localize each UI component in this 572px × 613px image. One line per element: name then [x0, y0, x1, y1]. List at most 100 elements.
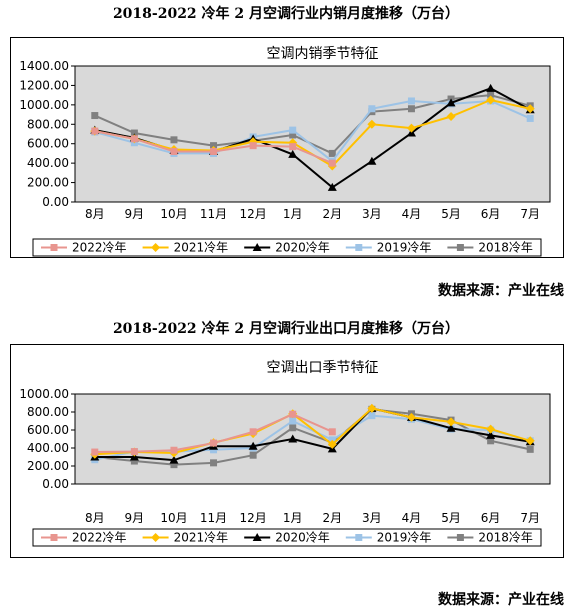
series-2022冷年: [91, 410, 336, 456]
x-tick-label: 8月: [85, 207, 105, 221]
x-tick-label: 2月: [322, 511, 342, 525]
legend-marker: [456, 534, 464, 541]
y-tick-label: 0.00: [42, 477, 69, 491]
y-tick-label: 1400.00: [19, 59, 69, 73]
data-point: [368, 105, 376, 113]
y-tick-label: 400.00: [27, 441, 69, 455]
x-tick-label: 7月: [520, 207, 540, 221]
data-point: [406, 123, 416, 133]
chart-title-domestic: 2018-2022 冷年 2 月空调行业内销月度推移（万台）: [112, 6, 460, 22]
data-point: [446, 112, 456, 122]
legend-marker: [151, 533, 161, 542]
data-point: [327, 182, 337, 191]
series-line: [94, 407, 531, 462]
legend-label: 2021冷年: [174, 241, 229, 255]
series-line: [94, 407, 531, 456]
data-point: [289, 417, 297, 425]
x-tick-label: 2月: [322, 207, 342, 221]
x-tick-label: 1月: [283, 511, 303, 525]
data-point: [328, 436, 336, 444]
data-point: [210, 147, 218, 155]
x-tick-label: 6月: [481, 207, 501, 221]
data-point: [446, 417, 456, 427]
data-point: [289, 131, 297, 139]
data-point: [526, 114, 534, 122]
data-point: [446, 423, 456, 432]
data-point: [406, 412, 416, 422]
x-tick-label: 9月: [125, 511, 145, 525]
legend-label: 2022冷年: [72, 241, 127, 255]
plot-area: [74, 393, 551, 485]
legend-label: 2020冷年: [275, 531, 330, 545]
x-tick-label: 9月: [125, 207, 145, 221]
x-tick-label: 12月: [239, 207, 266, 221]
series-2022冷年: [91, 127, 336, 167]
data-point: [288, 434, 298, 443]
legend-marker: [50, 244, 58, 251]
x-tick-label: 11月: [200, 207, 227, 221]
data-point: [526, 445, 534, 453]
data-point: [328, 159, 336, 167]
y-tick-label: 800.00: [27, 405, 69, 419]
data-point: [486, 430, 496, 439]
data-point: [249, 142, 257, 150]
data-point: [210, 446, 218, 454]
data-point: [367, 403, 377, 413]
legend-marker: [151, 243, 161, 252]
data-point: [169, 455, 179, 464]
data-point: [249, 428, 257, 436]
x-tick-label: 11月: [200, 511, 227, 525]
data-point: [289, 143, 297, 151]
x-tick-label: 1月: [283, 207, 303, 221]
chart-title: 空调内销季节特征: [267, 46, 379, 62]
data-point: [210, 142, 218, 150]
legend: [32, 528, 542, 547]
y-tick-label: 400.00: [27, 156, 69, 170]
legend-label: 2021冷年: [174, 531, 229, 545]
data-point: [289, 410, 297, 418]
legend-marker: [252, 243, 262, 251]
x-tick-label: 12月: [239, 511, 266, 525]
y-tick-label: 200.00: [27, 176, 69, 190]
data-point: [486, 83, 496, 92]
data-point: [367, 119, 377, 129]
data-point: [446, 98, 456, 107]
data-point: [170, 147, 178, 155]
data-point: [91, 448, 99, 456]
legend-label: 2022冷年: [72, 531, 127, 545]
data-point: [170, 461, 178, 469]
x-tick-label: 10月: [160, 511, 187, 525]
x-tick-label: 7月: [520, 511, 540, 525]
data-point: [486, 95, 496, 105]
y-tick-label: 600.00: [27, 137, 69, 151]
data-point: [289, 424, 297, 432]
y-tick-label: 1000.00: [19, 98, 69, 112]
data-point: [130, 457, 138, 465]
data-point: [288, 149, 298, 158]
data-point: [210, 459, 218, 467]
data-point: [525, 436, 535, 446]
data-point: [487, 91, 495, 99]
legend-marker: [355, 534, 363, 541]
series-line: [94, 94, 531, 155]
x-tick-label: 8月: [85, 511, 105, 525]
data-point: [328, 149, 336, 157]
data-source-note: 数据来源：产业在线: [438, 283, 564, 299]
y-tick-label: 600.00: [27, 423, 69, 437]
legend-marker: [355, 244, 363, 251]
y-tick-label: 1000.00: [19, 387, 69, 401]
legend-label: 2018冷年: [478, 241, 533, 255]
y-tick-label: 1200.00: [19, 78, 69, 92]
data-point: [91, 127, 99, 135]
x-tick-label: 4月: [402, 207, 422, 221]
chart-title-export: 2018-2022 冷年 2 月空调行业出口月度推移（万台）: [112, 321, 460, 337]
data-point: [91, 112, 99, 120]
y-tick-label: 200.00: [27, 459, 69, 473]
data-point: [486, 424, 496, 434]
export-chart: 空调出口季节特征 0.00 200.00 400.00 600.00 800.00 1000…: [19, 360, 551, 547]
legend-label: 2019冷年: [377, 241, 432, 255]
x-tick-label: 10月: [160, 207, 187, 221]
x-tick-label: 3月: [362, 207, 382, 221]
data-point: [368, 412, 376, 420]
legend-marker: [252, 533, 262, 541]
